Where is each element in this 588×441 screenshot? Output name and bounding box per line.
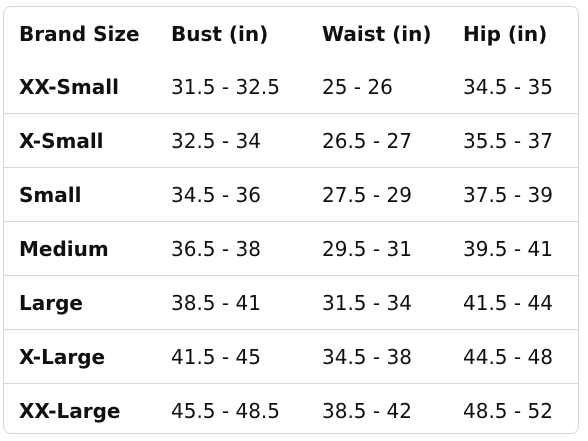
size-chart: Brand Size Bust (in) Waist (in) Hip (in)… [3,6,579,434]
table-row: XX-Large 45.5 - 48.5 38.5 - 42 48.5 - 52 [4,383,578,433]
size-label: X-Small [4,113,156,168]
table-row: Medium 36.5 - 38 29.5 - 31 39.5 - 41 [4,221,578,276]
bust-value: 31.5 - 32.5 [171,74,280,99]
hip-value: 41.5 - 44 [448,275,578,330]
table-row: X-Small 32.5 - 34 26.5 - 27 35.5 - 37 [4,113,578,168]
bust-value: 45.5 - 48.5 [156,383,307,433]
table-row: Large 38.5 - 41 31.5 - 34 41.5 - 44 [4,275,578,330]
table-row: Small 34.5 - 36 27.5 - 29 37.5 - 39 [4,167,578,222]
table-row: XX-Small 31.5 - 32.5 25 - 26 34.5 - 35 [4,60,578,114]
header-bust: Bust (in) [171,21,269,46]
waist-value: 29.5 - 31 [307,221,448,276]
hip-value: 35.5 - 37 [448,113,578,168]
table-header-row: Brand Size Bust (in) Waist (in) Hip (in) [4,7,578,60]
waist-value: 34.5 - 38 [307,329,448,384]
header-waist: Waist (in) [322,21,432,46]
bust-value: 32.5 - 34 [156,113,307,168]
hip-value: 39.5 - 41 [448,221,578,276]
hip-value: 44.5 - 48 [448,329,578,384]
size-label: Large [4,275,156,330]
header-hip: Hip (in) [463,21,548,46]
waist-value: 31.5 - 34 [307,275,448,330]
waist-value: 25 - 26 [322,74,393,99]
size-chart-table: Brand Size Bust (in) Waist (in) Hip (in)… [4,7,578,433]
hip-value: 34.5 - 35 [463,74,553,99]
bust-value: 34.5 - 36 [156,167,307,222]
header-brand-size: Brand Size [19,21,140,46]
waist-value: 27.5 - 29 [307,167,448,222]
size-label: XX-Small [19,74,119,99]
hip-value: 37.5 - 39 [448,167,578,222]
size-label: Small [4,167,156,222]
size-label: XX-Large [4,383,156,433]
waist-value: 38.5 - 42 [307,383,448,433]
table-row: X-Large 41.5 - 45 34.5 - 38 44.5 - 48 [4,329,578,384]
size-label: Medium [4,221,156,276]
bust-value: 41.5 - 45 [156,329,307,384]
hip-value: 48.5 - 52 [448,383,578,433]
bust-value: 38.5 - 41 [156,275,307,330]
waist-value: 26.5 - 27 [307,113,448,168]
size-label: X-Large [4,329,156,384]
bust-value: 36.5 - 38 [156,221,307,276]
